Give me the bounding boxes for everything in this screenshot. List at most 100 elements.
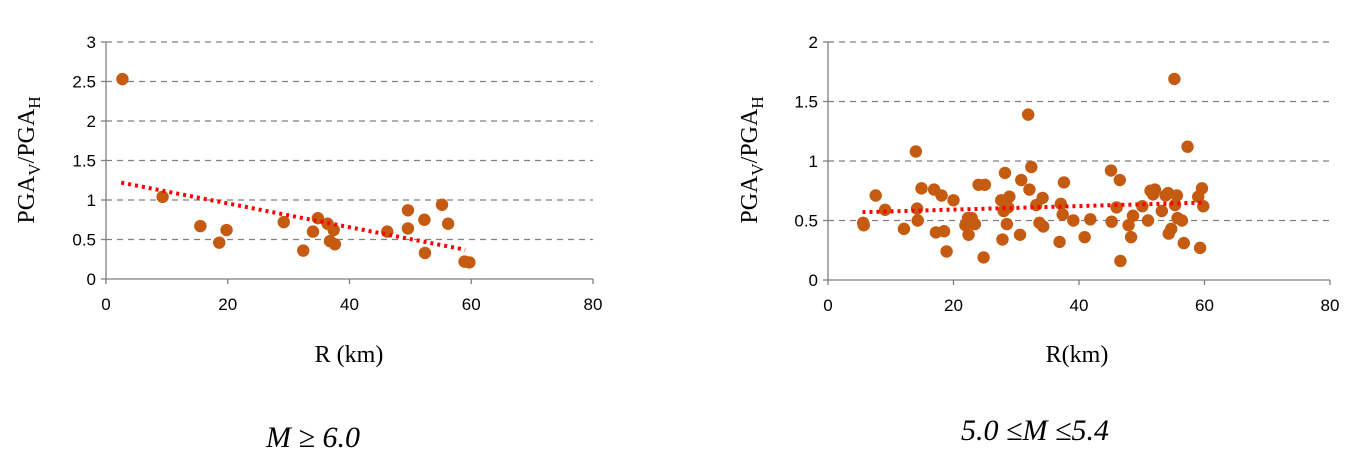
right-data-point	[1057, 176, 1071, 189]
right-y-axis-title: PGAV/PGAH	[737, 96, 767, 223]
right-trendline	[862, 200, 1202, 215]
left-y-axis-title: PGAV/PGAH	[14, 96, 44, 223]
right-data-point	[1124, 230, 1138, 244]
left-data-point	[418, 246, 432, 260]
right-data-point	[996, 233, 1009, 246]
chart-left: 0 0.5 1 1.5 2 2.5 3 0 20 40 60 80 PGAV/PGAH R (km)…	[14, 33, 602, 454]
right-data-point	[935, 189, 948, 202]
left-data-point	[277, 215, 290, 229]
left-data-point	[213, 236, 226, 249]
left-ytick-label: 2	[87, 112, 96, 131]
left-trendline-group	[120, 180, 466, 252]
right-data-point	[977, 251, 990, 264]
right-data-point	[1025, 160, 1038, 174]
right-data-point	[910, 202, 924, 215]
left-data-point	[327, 223, 340, 237]
right-xtick-label: 80	[1321, 296, 1340, 315]
right-data-point	[947, 194, 960, 207]
right-data-point	[1003, 190, 1016, 203]
right-data-point	[940, 245, 953, 258]
left-xtick-label: 60	[462, 295, 481, 314]
right-data-point	[1021, 108, 1035, 121]
right-data-point	[857, 219, 870, 232]
left-ytick-label: 2.5	[72, 73, 96, 92]
right-data-point	[1148, 183, 1162, 196]
right-ytick-label: 2	[809, 33, 818, 52]
right-data-point	[911, 214, 924, 227]
left-data-point	[441, 217, 455, 230]
right-xtick-label: 0	[823, 296, 832, 315]
right-x-axis-title: R(km)	[1046, 342, 1109, 368]
left-points	[116, 72, 476, 269]
right-data-point	[978, 178, 992, 191]
right-ytick-label: 0.5	[794, 212, 818, 231]
right-data-point	[1113, 173, 1126, 187]
right-caption: 5.0 ≤M ≤5.4	[961, 414, 1109, 447]
left-data-point	[116, 72, 129, 86]
left-ytick-label: 0.5	[72, 231, 96, 250]
left-data-point	[435, 198, 449, 211]
right-data-point	[1195, 182, 1209, 195]
right-data-point	[1013, 228, 1027, 241]
right-data-point	[869, 189, 882, 202]
left-trendline	[120, 180, 466, 252]
right-xtick-label: 40	[1070, 296, 1089, 315]
left-xticks: 0 20 40 60 80	[101, 279, 602, 314]
right-data-point	[1122, 219, 1135, 232]
left-data-point	[297, 244, 310, 257]
chart-right: 0 0.5 1 1.5 2 0 20 40 60 80 PGAV/PGAH R(km) 5.0 …	[737, 33, 1339, 447]
right-xtick-label: 60	[1195, 296, 1214, 315]
left-yticks: 0 0.5 1 1.5 2 2.5 3	[72, 33, 106, 289]
right-xtick-label: 20	[944, 296, 963, 315]
right-data-point	[1175, 214, 1189, 227]
right-data-point	[1054, 197, 1068, 211]
left-data-point	[328, 238, 342, 251]
left-caption: M ≥ 6.0	[265, 421, 360, 454]
right-data-point	[1136, 200, 1149, 213]
right-data-point	[1015, 173, 1028, 187]
right-ytick-label: 1.5	[794, 93, 818, 112]
right-data-point	[1126, 209, 1140, 222]
right-grid	[828, 41, 1330, 222]
left-xtick-label: 20	[218, 295, 237, 314]
right-data-point	[1193, 241, 1207, 255]
right-data-point	[1170, 189, 1184, 202]
right-data-point	[1001, 201, 1015, 214]
right-data-point	[1177, 236, 1190, 250]
right-data-point	[1155, 204, 1169, 218]
right-data-point	[1114, 254, 1127, 268]
right-data-point	[1168, 72, 1181, 86]
right-xticks: 0 20 40 60 80	[823, 280, 1339, 315]
right-data-point	[1053, 235, 1066, 249]
left-data-point	[156, 190, 169, 204]
right-data-point	[937, 225, 951, 238]
left-data-point	[418, 213, 431, 226]
left-data-point	[220, 223, 233, 237]
right-data-point	[1037, 220, 1050, 233]
right-data-point	[1104, 164, 1118, 177]
right-data-point	[915, 182, 928, 195]
right-data-point	[909, 145, 923, 158]
left-x-axis-title: R (km)	[315, 342, 384, 368]
left-ytick-label: 3	[87, 33, 96, 52]
right-data-point	[1078, 230, 1091, 244]
left-data-point	[306, 225, 320, 238]
right-data-point	[1023, 183, 1036, 196]
left-data-point	[463, 256, 476, 269]
left-xtick-label: 40	[340, 295, 359, 314]
right-data-point	[1105, 215, 1118, 228]
left-grid	[106, 41, 593, 241]
right-ytick-label: 1	[809, 152, 818, 171]
left-data-point	[401, 204, 415, 217]
right-data-point	[1000, 217, 1014, 231]
left-data-point	[401, 222, 415, 235]
right-yticks: 0 0.5 1 1.5 2	[794, 33, 828, 290]
right-data-point	[1084, 213, 1097, 226]
left-ytick-label: 1.5	[72, 152, 96, 171]
left-data-point	[194, 219, 207, 233]
right-data-point	[1056, 208, 1069, 221]
left-xtick-label: 0	[101, 295, 110, 314]
right-axes	[827, 42, 1330, 281]
right-data-point	[998, 166, 1012, 180]
